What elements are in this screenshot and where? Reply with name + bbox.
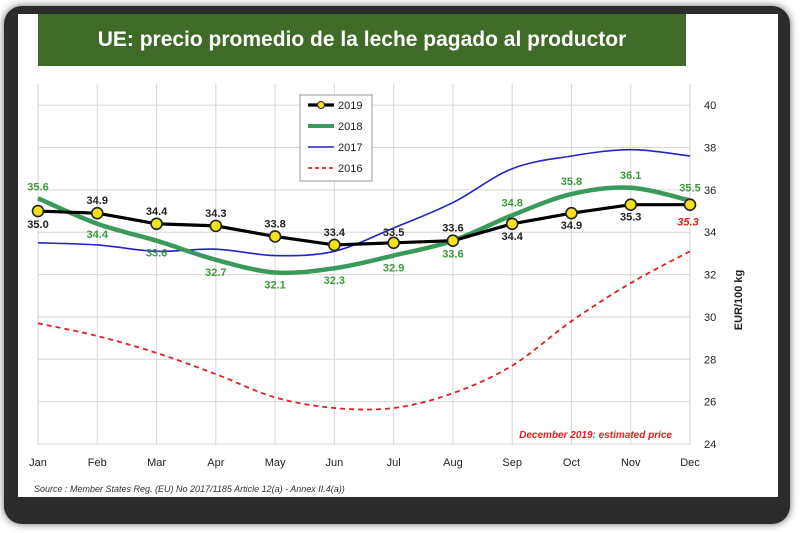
data-label-2019: 33.5 [383,227,404,239]
y-tick-label: 30 [704,312,716,324]
series-lines [37,148,691,411]
legend-label-2016: 2016 [338,163,362,175]
x-axis-ticks: Jan Feb Mar Apr May Jun Jul Aug Sep Oct Nov Dec [29,457,700,469]
x-tick-label: Aug [443,457,463,469]
legend-marker-2019 [317,101,325,109]
legend-label-2019: 2019 [338,100,362,112]
page-title: UE: precio promedio de la leche pagado a… [38,14,686,66]
data-label-2019: 34.3 [205,208,226,220]
marker-2019 [268,230,282,243]
y-tick-label: 34 [704,227,716,239]
marker-2019 [446,234,460,248]
x-tick-label: Mar [147,457,166,469]
series-line-2019 [37,203,690,247]
series-line-2016 [37,250,691,411]
data-label-2019: 34.9 [561,220,582,232]
data-label-2018: 35.8 [561,176,582,188]
marker-2019 [505,217,519,231]
x-tick-label: May [265,457,286,469]
legend-label-2018: 2018 [338,121,362,133]
data-label-2019: 34.4 [146,206,168,218]
data-label-2018: 34.8 [501,197,522,209]
markers-2019 [31,198,697,252]
data-label-2019: 34.9 [87,195,108,207]
y-tick-label: 26 [704,397,716,409]
data-label-2019: 35.3 [620,212,641,224]
marker-2019 [387,236,400,250]
data-label-2018: 32.1 [264,279,285,291]
legend-label-2017: 2017 [338,142,362,154]
x-tick-label: Jun [325,457,343,469]
x-tick-label: Jan [29,457,47,469]
x-tick-label: Dec [680,457,700,469]
marker-2019 [624,198,638,212]
marker-2019 [683,198,697,212]
data-label-2018: 35.5 [679,182,700,194]
y-tick-label: 36 [704,185,716,197]
marker-2019 [565,206,578,220]
series-line-2018 [37,185,691,276]
legend: 2019 2018 2017 2016 [299,94,373,182]
y-tick-label: 40 [704,100,716,112]
series-line-2017 [37,148,691,257]
data-label-2018: 33.6 [442,249,463,261]
y-axis-label: EUR/100 kg [733,270,745,331]
data-label-2018: 32.7 [205,267,226,279]
data-label-2019: 33.4 [324,227,346,239]
data-label-2018: 35.6 [27,181,48,193]
x-tick-label: Jul [387,457,401,469]
source-note: Source : Member States Reg. (EU) No 2017… [34,484,345,494]
y-tick-label: 28 [704,354,716,366]
x-tick-label: Feb [88,457,107,469]
data-label-2019: 33.8 [264,218,285,230]
marker-2019 [90,206,104,220]
data-label-2018: 36.1 [620,170,641,182]
data-label-2018: 32.9 [383,263,404,275]
marker-2019 [209,219,223,233]
x-tick-label: Nov [621,457,641,469]
data-label-2018: 33.6 [146,248,167,260]
marker-2019 [31,204,45,218]
estimate-note: December 2019: estimated price [519,430,672,441]
y-axis-ticks: 24 26 28 30 32 34 36 38 40 [704,100,716,451]
marker-2019 [150,217,163,231]
data-label-2019: 33.6 [442,223,463,235]
y-tick-label: 38 [704,143,716,155]
x-tick-label: Apr [207,457,224,469]
data-label-2019: 35.3 [677,217,698,229]
data-label-2018: 32.3 [324,275,345,287]
data-label-2019: 34.4 [501,231,523,243]
marker-2019 [328,238,341,252]
x-tick-label: Oct [563,457,580,469]
x-tick-label: Sep [502,457,522,469]
data-label-2018: 34.4 [87,229,109,241]
legend-box [299,94,373,182]
y-tick-label: 24 [704,439,716,451]
grid [37,84,691,445]
y-tick-label: 32 [704,270,716,282]
data-labels: 35.0 34.9 34.4 34.3 33.8 33.4 33.5 33.6 34.4 34.9… [27,170,700,292]
data-label-2019: 35.0 [27,219,48,231]
